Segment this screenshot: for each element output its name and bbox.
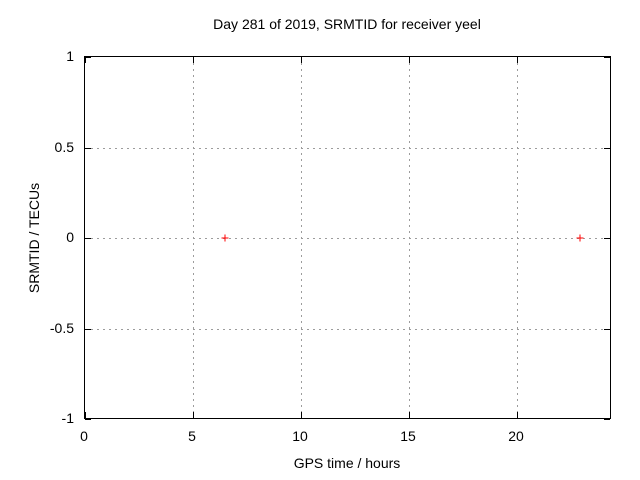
- y-tick-label: 0: [66, 229, 74, 245]
- y-tick-label: -0.5: [49, 319, 74, 336]
- y-tick-label: 0.5: [54, 138, 74, 155]
- y-axis-tick-mirror: [604, 147, 610, 149]
- plot-area: [84, 56, 611, 420]
- x-tick-label: 20: [508, 428, 524, 444]
- x-tick-label: 0: [80, 428, 88, 444]
- x-tick-label: 15: [400, 428, 416, 444]
- grid-line-vertical: [517, 57, 519, 418]
- x-axis-tick-mirror: [517, 57, 519, 63]
- y-axis-tick: [85, 147, 91, 149]
- x-tick-label: 5: [188, 428, 196, 444]
- x-axis-tick: [517, 412, 519, 418]
- x-axis-tick-mirror: [409, 57, 411, 63]
- y-axis-tick: [85, 419, 91, 420]
- y-axis-tick: [85, 238, 91, 239]
- y-axis-tick-mirror: [604, 57, 610, 58]
- x-axis-tick: [301, 412, 303, 418]
- grid-line-vertical: [193, 57, 194, 418]
- grid-line-vertical: [301, 57, 303, 418]
- grid-line-vertical: [409, 57, 411, 418]
- chart-title: Day 281 of 2019, SRMTID for receiver yee…: [213, 16, 481, 32]
- data-point-marker: [576, 234, 584, 242]
- y-axis-tick: [85, 328, 91, 330]
- grid-line-horizontal: [85, 328, 610, 330]
- y-axis-tick: [85, 57, 91, 58]
- y-axis-tick-mirror: [604, 419, 610, 420]
- x-axis-tick-mirror: [85, 57, 86, 63]
- data-point-marker: [221, 234, 229, 242]
- y-axis-tick-mirror: [604, 328, 610, 330]
- x-axis-tick: [193, 412, 194, 418]
- x-tick-label: 10: [292, 428, 308, 444]
- y-axis-tick-mirror: [604, 238, 610, 239]
- y-tick-label: -1: [61, 410, 74, 426]
- grid-line-horizontal: [85, 147, 610, 149]
- x-axis-label: GPS time / hours: [293, 455, 401, 471]
- x-axis-tick-mirror: [193, 57, 194, 63]
- y-tick-label: 1: [66, 48, 74, 64]
- grid-line-horizontal: [85, 238, 610, 239]
- x-axis-tick: [85, 412, 86, 418]
- x-axis-tick-mirror: [301, 57, 303, 63]
- x-axis-tick: [409, 412, 411, 418]
